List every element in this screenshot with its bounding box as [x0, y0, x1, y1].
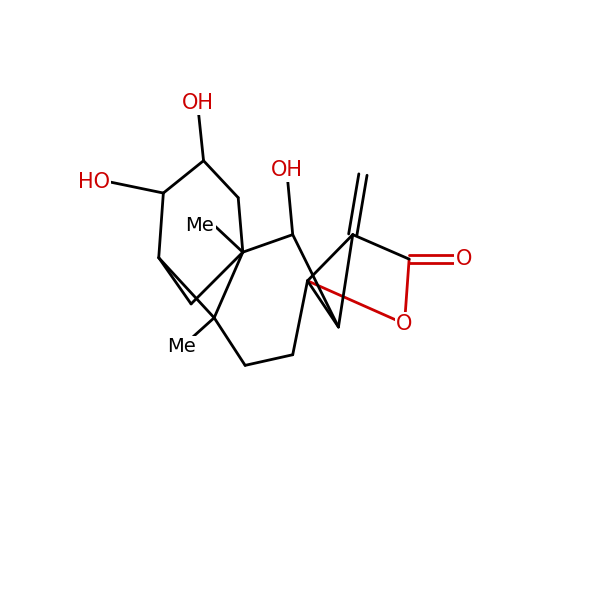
Text: Me: Me — [167, 337, 196, 356]
Text: OH: OH — [271, 160, 303, 180]
Text: O: O — [455, 249, 472, 269]
Text: O: O — [397, 314, 413, 334]
Text: OH: OH — [182, 94, 214, 113]
Text: HO: HO — [78, 172, 110, 192]
Text: Me: Me — [185, 216, 214, 235]
